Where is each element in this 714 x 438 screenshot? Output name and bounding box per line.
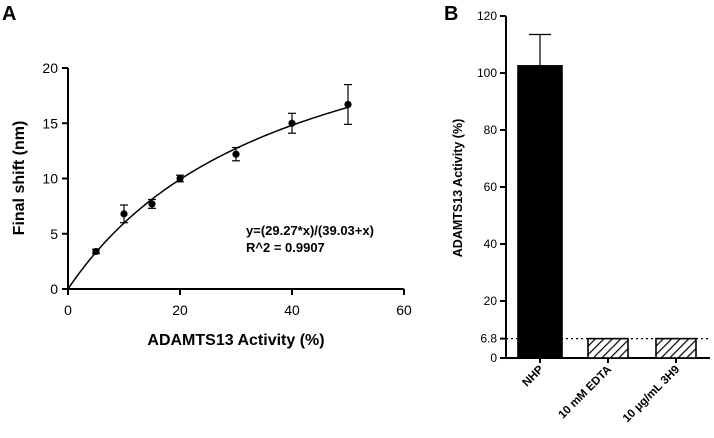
fit-equation: y=(29.27*x)/(39.03+x) xyxy=(246,223,374,238)
x-tick-label: 0 xyxy=(64,302,72,318)
y-tick-label: 10 xyxy=(42,171,58,187)
panel-b-label: B xyxy=(444,3,458,25)
bar xyxy=(517,65,563,359)
y-tick-label-b: 6.8 xyxy=(480,332,497,346)
y-tick-label-b: 120 xyxy=(477,9,497,23)
fit-r-squared: R^2 = 0.9907 xyxy=(246,240,325,255)
panel-a-axes xyxy=(67,68,404,290)
y-tick-label-b: 20 xyxy=(484,294,498,308)
x-tick-label: 60 xyxy=(396,302,412,318)
fit-curve xyxy=(67,106,349,290)
y-tick-label: 15 xyxy=(42,115,58,131)
data-point xyxy=(148,200,156,208)
panel-a-ticks: 0 20 40 60 0 5 10 15 20 xyxy=(42,60,412,318)
y-tick-label: 20 xyxy=(42,60,58,76)
panel-b-ticks: 0 20 40 60 80 100 120 6.8 xyxy=(477,9,506,365)
y-tick-label: 0 xyxy=(50,281,58,297)
category-label: 10 μg/mL 3H9 xyxy=(621,364,682,425)
x-axis-label: ADAMTS13 Activity (%) xyxy=(147,332,324,349)
bar xyxy=(655,337,697,359)
y-tick-label-b: 80 xyxy=(484,123,498,137)
y-tick-label: 5 xyxy=(50,226,58,242)
data-point xyxy=(176,174,184,183)
panel-b-chart: B 0 20 40 60 80 100 120 6.8 NHP 10 mM EDTA 10 μg/… xyxy=(444,3,710,425)
y-tick-label-b: 100 xyxy=(477,66,497,80)
category-labels: NHP 10 mM EDTA 10 μg/mL 3H9 xyxy=(520,358,682,425)
data-point xyxy=(344,100,352,109)
category-label: NHP xyxy=(520,363,546,389)
y-tick-label-b: 0 xyxy=(490,351,497,365)
y-tick-label-b: 60 xyxy=(484,180,498,194)
bar xyxy=(587,337,629,359)
data-point xyxy=(232,150,240,158)
x-tick-label: 20 xyxy=(172,302,188,318)
data-point xyxy=(92,247,100,256)
bars xyxy=(517,65,697,359)
panel-a-label: A xyxy=(2,3,16,25)
y-tick-label-b: 40 xyxy=(484,237,498,251)
data-point xyxy=(288,119,296,127)
y-axis-label: Final shift (nm) xyxy=(11,121,28,236)
x-tick-label: 40 xyxy=(284,302,300,318)
category-label: 10 mM EDTA xyxy=(557,364,615,422)
data-points xyxy=(92,83,352,256)
fit-curve-path xyxy=(67,106,349,290)
y-axis-label-b: ADAMTS13 Activity (%) xyxy=(451,119,465,257)
error-bars xyxy=(529,33,551,66)
data-point xyxy=(120,210,128,218)
